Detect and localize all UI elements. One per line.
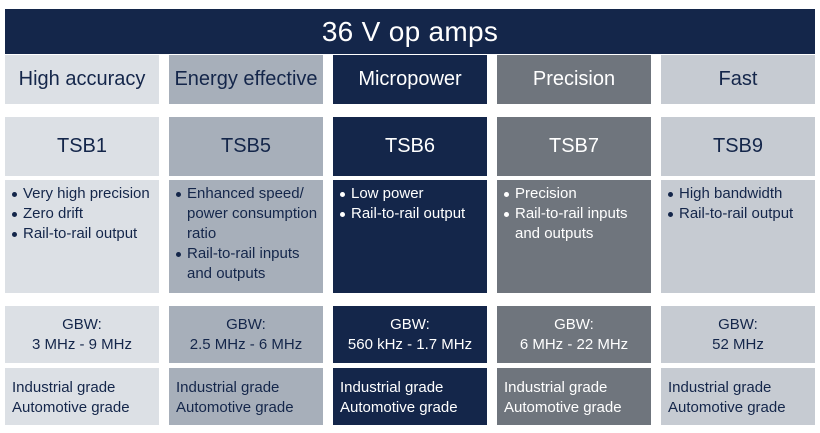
page-title: 36 V op amps (5, 9, 815, 54)
gbw-box: GBW: 3 MHz - 9 MHz (5, 306, 159, 363)
gbw-value: 2.5 MHz - 6 MHz (189, 335, 303, 353)
feature-item: Rail-to-rail output (340, 204, 483, 224)
feature-list: High bandwidth Rail-to-rail output (661, 180, 815, 293)
gbw-box: GBW: 6 MHz - 22 MHz (497, 306, 651, 363)
grade-box: Industrial grade Automotive grade (333, 368, 487, 425)
grade-box: Industrial grade Automotive grade (169, 368, 323, 425)
part-number: TSB9 (661, 117, 815, 176)
grade-industrial: Industrial grade (504, 379, 608, 396)
feature-item: Rail-to-rail output (668, 204, 811, 224)
gbw-label: GBW: (390, 315, 430, 333)
grade-industrial: Industrial grade (12, 379, 116, 396)
part-number: TSB7 (497, 117, 651, 176)
grade-automotive: Automotive grade (668, 399, 786, 416)
grade-box: Industrial grade Automotive grade (661, 368, 815, 425)
gbw-label: GBW: (226, 315, 266, 333)
gbw-value: 3 MHz - 9 MHz (31, 335, 132, 353)
gbw-box: GBW: 2.5 MHz - 6 MHz (169, 306, 323, 363)
feature-list: Very high precision Zero drift Rail-to-r… (5, 180, 159, 293)
grade-box: Industrial grade Automotive grade (497, 368, 651, 425)
feature-item: Rail-to-rail inputs and outputs (176, 244, 319, 284)
grade-automotive: Automotive grade (176, 399, 294, 416)
grade-box: Industrial grade Automotive grade (5, 368, 159, 425)
gbw-value: 6 MHz - 22 MHz (519, 335, 629, 353)
gbw-label: GBW: (554, 315, 594, 333)
gbw-label: GBW: (718, 315, 758, 333)
feature-item: Very high precision (12, 184, 155, 204)
feature-item: Rail-to-rail inputs and outputs (504, 204, 647, 244)
gbw-box: GBW: 560 kHz - 1.7 MHz (333, 306, 487, 363)
gbw-label: GBW: (62, 315, 102, 333)
grade-industrial: Industrial grade (668, 379, 772, 396)
category-title: High accuracy (5, 55, 159, 104)
grade-automotive: Automotive grade (340, 399, 458, 416)
feature-item: Zero drift (12, 204, 155, 224)
part-number: TSB5 (169, 117, 323, 176)
grade-industrial: Industrial grade (340, 379, 444, 396)
gbw-value: 560 kHz - 1.7 MHz (347, 335, 473, 353)
feature-list: Precision Rail-to-rail inputs and output… (497, 180, 651, 293)
gbw-box: GBW: 52 MHz (661, 306, 815, 363)
grade-automotive: Automotive grade (12, 399, 130, 416)
feature-list: Low power Rail-to-rail output (333, 180, 487, 293)
feature-item: Low power (340, 184, 483, 204)
category-title: Fast (661, 55, 815, 104)
part-number: TSB6 (333, 117, 487, 176)
grade-automotive: Automotive grade (504, 399, 622, 416)
feature-item: High bandwidth (668, 184, 811, 204)
feature-list: Enhanced speed/ power consumption ratio … (169, 180, 323, 293)
grade-industrial: Industrial grade (176, 379, 280, 396)
category-title: Energy effective (169, 55, 323, 104)
category-title: Precision (497, 55, 651, 104)
part-number: TSB1 (5, 117, 159, 176)
feature-item: Enhanced speed/ power consumption ratio (176, 184, 319, 244)
feature-item: Rail-to-rail output (12, 224, 155, 244)
category-title: Micropower (333, 55, 487, 104)
gbw-value: 52 MHz (712, 335, 764, 353)
feature-item: Precision (504, 184, 647, 204)
